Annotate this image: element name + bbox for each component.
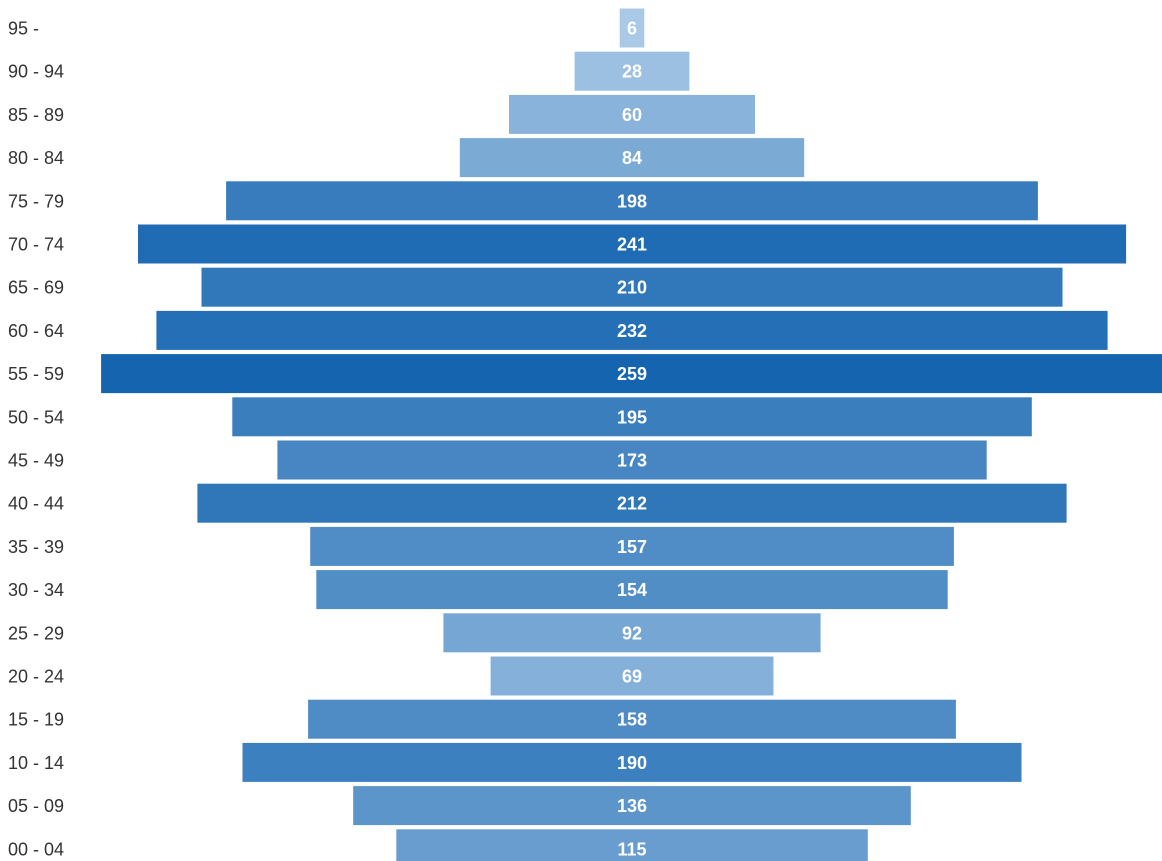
bar-70-74[interactable] bbox=[138, 224, 1127, 264]
age-group-label: 30 - 34 bbox=[8, 580, 64, 600]
bar-value-label: 115 bbox=[617, 839, 646, 859]
age-group-label: 20 - 24 bbox=[8, 667, 64, 687]
bar-value-label: 195 bbox=[617, 407, 647, 427]
bar-value-label: 158 bbox=[617, 710, 647, 730]
bar-55-59[interactable] bbox=[101, 354, 1162, 394]
bar-20-24[interactable] bbox=[490, 656, 774, 696]
age-group-label: 40 - 44 bbox=[8, 494, 64, 514]
bar-95[interactable] bbox=[619, 8, 645, 48]
bar-15-19[interactable] bbox=[308, 699, 956, 739]
bar-value-label: 28 bbox=[622, 62, 642, 82]
bar-value-label: 190 bbox=[617, 753, 647, 773]
age-group-label: 25 - 29 bbox=[8, 623, 64, 643]
age-group-label: 80 - 84 bbox=[8, 148, 64, 168]
bar-value-label: 60 bbox=[622, 105, 642, 125]
bar-value-label: 173 bbox=[617, 451, 647, 471]
age-group-label: 10 - 14 bbox=[8, 753, 64, 773]
age-group-label: 70 - 74 bbox=[8, 235, 64, 255]
bar-60-64[interactable] bbox=[156, 310, 1108, 350]
bar-value-label: 157 bbox=[617, 537, 647, 557]
age-group-label: 05 - 09 bbox=[8, 796, 64, 816]
bar-45-49[interactable] bbox=[277, 440, 987, 480]
age-group-label: 55 - 59 bbox=[8, 364, 64, 384]
bar-65-69[interactable] bbox=[201, 267, 1063, 307]
bar-30-34[interactable] bbox=[316, 570, 948, 610]
bars-layer: 6 28 60 84 198 241 210 232 259 195 173 212 157 154 92 6… bbox=[101, 8, 1162, 861]
bar-00-04[interactable] bbox=[396, 829, 868, 861]
age-group-label: 75 - 79 bbox=[8, 191, 64, 211]
age-group-label: 15 - 19 bbox=[8, 710, 64, 730]
age-group-label: 60 - 64 bbox=[8, 321, 64, 341]
age-group-label: 00 - 04 bbox=[8, 839, 64, 859]
bar-value-label: 232 bbox=[617, 321, 647, 341]
age-group-label: 50 - 54 bbox=[8, 407, 64, 427]
age-group-label: 45 - 49 bbox=[8, 451, 64, 471]
bar-value-label: 212 bbox=[617, 494, 647, 514]
age-group-label: 65 - 69 bbox=[8, 278, 64, 298]
age-group-label: 85 - 89 bbox=[8, 105, 64, 125]
bar-value-label: 210 bbox=[617, 278, 647, 298]
age-group-label: 95 - bbox=[8, 19, 39, 39]
bar-90-94[interactable] bbox=[574, 51, 690, 91]
bar-75-79[interactable] bbox=[226, 181, 1038, 221]
bar-value-label: 136 bbox=[617, 796, 647, 816]
bar-35-39[interactable] bbox=[310, 526, 954, 566]
bar-value-label: 6 bbox=[627, 19, 637, 39]
category-labels: 95 - 90 - 94 85 - 89 80 - 84 75 - 79 70 - 74 6… bbox=[8, 19, 64, 860]
bar-value-label: 241 bbox=[617, 235, 647, 255]
age-group-label: 35 - 39 bbox=[8, 537, 64, 557]
bar-85-89[interactable] bbox=[509, 94, 755, 134]
bar-25-29[interactable] bbox=[443, 613, 821, 653]
bar-value-label: 92 bbox=[622, 623, 642, 643]
bar-value-label: 84 bbox=[622, 148, 642, 168]
bar-value-label: 198 bbox=[617, 191, 647, 211]
bar-value-label: 154 bbox=[617, 580, 647, 600]
bar-value-label: 259 bbox=[617, 364, 647, 384]
bar-10-14[interactable] bbox=[242, 742, 1022, 782]
age-group-label: 90 - 94 bbox=[8, 62, 64, 82]
bar-value-label: 69 bbox=[622, 667, 642, 687]
bar-40-44[interactable] bbox=[197, 483, 1067, 523]
bar-80-84[interactable] bbox=[459, 138, 805, 178]
bar-50-54[interactable] bbox=[232, 397, 1032, 437]
bar-05-09[interactable] bbox=[353, 786, 911, 826]
